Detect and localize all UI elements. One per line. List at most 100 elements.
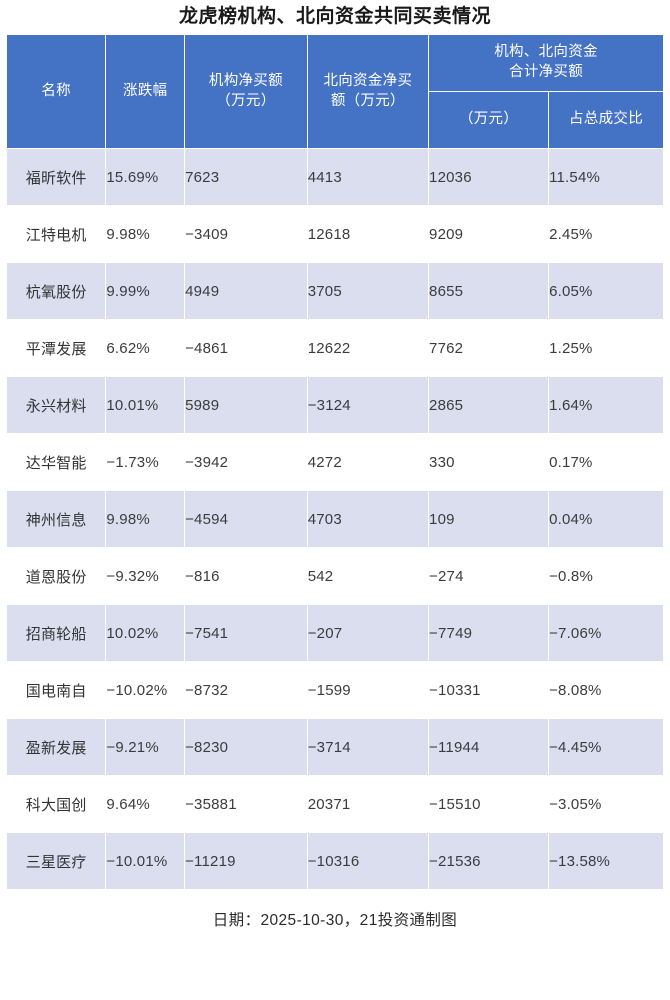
header-row-top: 名称 涨跌幅 机构净买额 （万元） 北向资金净买 额（万元） 机构、北向资金 合… [5,34,664,149]
cell-north-net: 12622 [306,319,430,377]
column-header-northbound-net-buy-line1: 北向资金净买 [323,72,413,89]
cell-total-net: 8655 [428,262,550,320]
cell-name: 达华智能 [5,433,107,491]
cell-change: 15.69% [105,148,186,206]
cell-north-net: 20371 [306,775,430,833]
cell-inst-net: −8230 [184,718,308,776]
table-row[interactable]: 国电南自 −10.02% −8732 −1599 −10331 −8.08% [5,661,664,719]
cell-change: 9.64% [105,775,186,833]
cell-name: 三星医疗 [5,832,107,890]
cell-name: 科大国创 [5,775,107,833]
source-note: 日期：2025-10-30，21投资通制图 [6,889,664,949]
table-row[interactable]: 江特电机 9.98% −3409 12618 9209 2.45% [5,205,664,263]
cell-total-ratio: −8.08% [548,661,664,719]
cell-total-ratio: 0.04% [548,490,664,548]
column-header-northbound-net-buy[interactable]: 北向资金净买 额（万元） [306,34,430,149]
cell-total-ratio: −4.45% [548,718,664,776]
cell-inst-net: 7623 [184,148,308,206]
cell-north-net: −207 [306,604,430,662]
table-row[interactable]: 神州信息 9.98% −4594 4703 109 0.04% [5,490,664,548]
cell-inst-net: −4861 [184,319,308,377]
column-header-combined-net-buy-group-line2: 合计净买额 [509,64,584,80]
cell-north-net: −10316 [306,832,430,890]
table-row[interactable]: 杭氧股份 9.99% 4949 3705 8655 6.05% [5,262,664,320]
cell-name: 福昕软件 [5,148,107,206]
cell-north-net: −1599 [306,661,430,719]
cell-north-net: 4272 [306,433,430,491]
table-row[interactable]: 福昕软件 15.69% 7623 4413 12036 11.54% [5,148,664,206]
cell-inst-net: −35881 [184,775,308,833]
cell-change: 9.99% [105,262,186,320]
column-header-institution-net-buy[interactable]: 机构净买额 （万元） [184,34,308,149]
cell-name: 道恩股份 [5,547,107,605]
page-title: 龙虎榜机构、北向资金共同买卖情况 [178,6,491,27]
cell-change: 6.62% [105,319,186,377]
column-header-combined-ratio[interactable]: 占总成交比 [548,91,664,149]
table-header: 名称 涨跌幅 机构净买额 （万元） 北向资金净买 额（万元） 机构、北向资金 合… [5,34,664,149]
cell-total-net: −274 [428,547,550,605]
cell-total-ratio: −3.05% [548,775,664,833]
cell-total-ratio: 0.17% [548,433,664,491]
cell-total-net: −21536 [428,832,550,890]
cell-north-net: 12618 [306,205,430,263]
column-header-name[interactable]: 名称 [5,34,107,149]
lhb-data-table: 名称 涨跌幅 机构净买额 （万元） 北向资金净买 额（万元） 机构、北向资金 合… [5,34,664,949]
cell-name: 盈新发展 [5,718,107,776]
data-table-container: 名称 涨跌幅 机构净买额 （万元） 北向资金净买 额（万元） 机构、北向资金 合… [5,34,664,949]
cell-inst-net: −3409 [184,205,308,263]
cell-name: 神州信息 [5,490,107,548]
table-row[interactable]: 达华智能 −1.73% −3942 4272 330 0.17% [5,433,664,491]
cell-change: −9.21% [105,718,186,776]
cell-total-net: −15510 [428,775,550,833]
cell-name: 永兴材料 [5,376,107,434]
column-header-institution-net-buy-line2: （万元） [216,92,276,109]
cell-total-net: −10331 [428,661,550,719]
column-header-change[interactable]: 涨跌幅 [105,34,186,149]
table-row[interactable]: 盈新发展 −9.21% −8230 −3714 −11944 −4.45% [5,718,664,776]
table-row[interactable]: 平潭发展 6.62% −4861 12622 7762 1.25% [5,319,664,377]
footer-row: 日期：2025-10-30，21投资通制图 [6,889,664,949]
cell-inst-net: 5989 [184,376,308,434]
cell-change: 10.02% [105,604,186,662]
cell-total-net: 330 [428,433,550,491]
cell-north-net: −3714 [306,718,430,776]
cell-north-net: 4413 [306,148,430,206]
cell-north-net: −3124 [306,376,430,434]
cell-change: 9.98% [105,490,186,548]
cell-total-net: 109 [428,490,550,548]
column-header-combined-net-buy-group-line1: 机构、北向资金 [494,44,598,61]
cell-name: 江特电机 [5,205,107,263]
column-header-combined-net-buy-group[interactable]: 机构、北向资金 合计净买额 [428,34,664,92]
cell-total-ratio: −13.58% [548,832,664,890]
cell-total-ratio: −7.06% [548,604,664,662]
cell-total-net: 9209 [428,205,550,263]
table-row[interactable]: 永兴材料 10.01% 5989 −3124 2865 1.64% [5,376,664,434]
cell-total-net: 7762 [428,319,550,377]
cell-total-ratio: 2.45% [548,205,664,263]
header-row-sub: （万元） 占总成交比 [7,91,664,149]
cell-inst-net: −816 [184,547,308,605]
cell-north-net: 4703 [306,490,430,548]
cell-name: 国电南自 [5,661,107,719]
table-row[interactable]: 科大国创 9.64% −35881 20371 −15510 −3.05% [5,775,664,833]
cell-change: −9.32% [105,547,186,605]
cell-inst-net: 4949 [184,262,308,320]
cell-inst-net: −4594 [184,490,308,548]
cell-change: 10.01% [105,376,186,434]
table-row[interactable]: 道恩股份 −9.32% −816 542 −274 −0.8% [5,547,664,605]
cell-inst-net: −3942 [184,433,308,491]
table-row[interactable]: 招商轮船 10.02% −7541 −207 −7749 −7.06% [5,604,664,662]
cell-change: 9.98% [105,205,186,263]
cell-change: −10.02% [105,661,186,719]
column-header-northbound-net-buy-line2: 额（万元） [330,92,405,109]
cell-north-net: 542 [306,547,430,605]
table-row[interactable]: 三星医疗 −10.01% −11219 −10316 −21536 −13.58… [5,832,664,890]
column-header-combined-amount[interactable]: （万元） [428,91,550,149]
cell-inst-net: −8732 [184,661,308,719]
cell-total-net: 2865 [428,376,550,434]
cell-name: 平潭发展 [5,319,107,377]
cell-change: −10.01% [105,832,186,890]
cell-north-net: 3705 [306,262,430,320]
cell-total-ratio: −0.8% [548,547,664,605]
